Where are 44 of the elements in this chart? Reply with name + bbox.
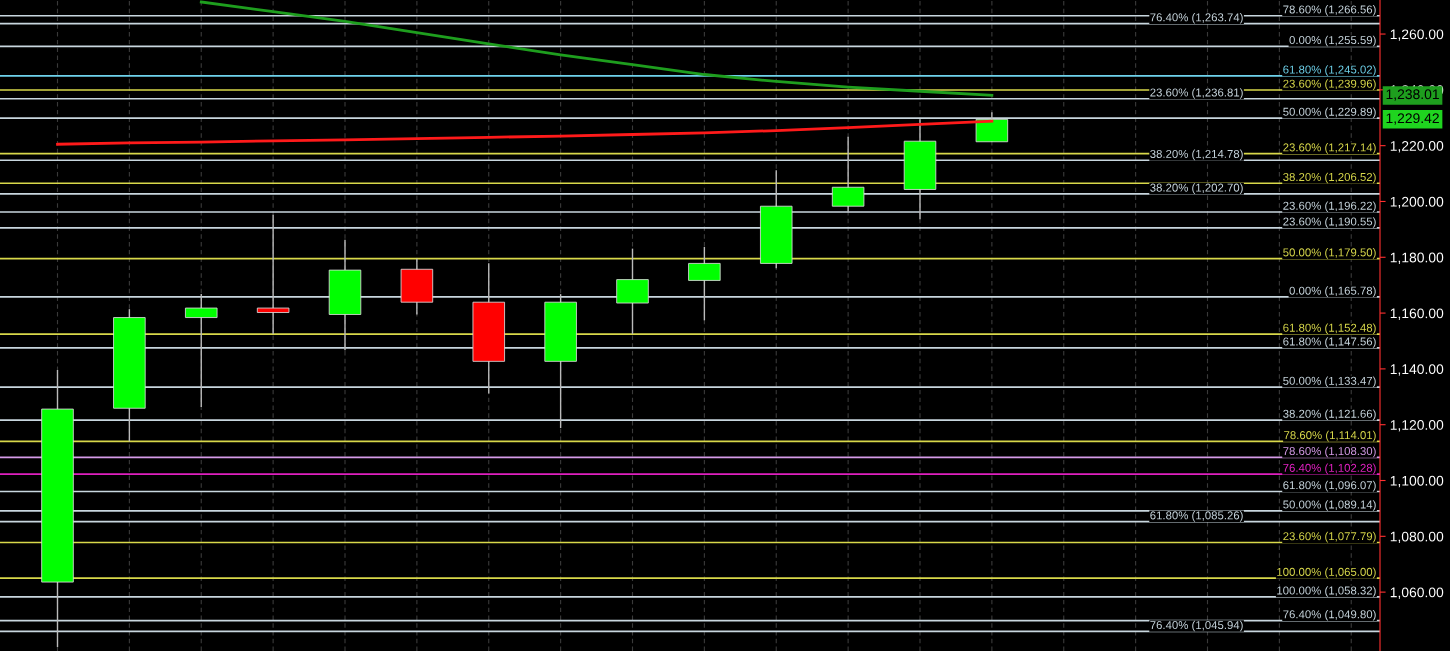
- ref-line-label: 78.60% (1,108.30): [1283, 446, 1376, 458]
- y-tick-label: 1,180.00: [1390, 252, 1444, 265]
- y-tick-label: 1,120.00: [1390, 420, 1444, 432]
- ref-line-label: 23.60% (1,190.55): [1283, 217, 1376, 228]
- ref-line-label: 50.00% (1,089.14): [1283, 500, 1376, 511]
- y-tick-label: 1,100.00: [1390, 475, 1444, 488]
- y-tick-label: 1,060.00: [1390, 587, 1444, 599]
- ref-line-label: 23.60% (1,196.22): [1283, 201, 1376, 213]
- candlestick: [256, 214, 290, 335]
- ref-line-label: 38.20% (1,206.52): [1283, 172, 1376, 184]
- ref-line-label: 76.40% (1,102.28): [1283, 463, 1376, 475]
- ref-line-label: 50.00% (1,133.47): [1283, 376, 1376, 388]
- line-series: [199, 0, 994, 97]
- ref-line-label: 76.40% (1,049.80): [1283, 609, 1376, 621]
- ref-line-label: 50.00% (1,179.50): [1283, 248, 1376, 259]
- ref-line-label: 38.20% (1,121.66): [1283, 409, 1376, 421]
- ref-line-label: 0.00% (1,255.59): [1289, 35, 1376, 47]
- ref-line-label: 23.60% (1,239.96): [1283, 79, 1376, 90]
- ref-line-label: 76.40% (1,045.94): [1150, 620, 1243, 632]
- ref-line-label: 23.60% (1,217.14): [1283, 143, 1376, 154]
- y-tick-label: 1,260.00: [1390, 29, 1444, 41]
- ref-line-label: 78.60% (1,266.56): [1283, 5, 1376, 16]
- y-tick-label: 1,200.00: [1390, 196, 1444, 209]
- ref-line-label: 76.40% (1,263.74): [1150, 12, 1243, 24]
- ref-line-label: 23.60% (1,077.79): [1283, 531, 1376, 543]
- ref-line-label: 100.00% (1,058.32): [1277, 586, 1376, 597]
- ref-line-label: 38.20% (1,214.78): [1150, 149, 1243, 161]
- ref-line-label: 61.80% (1,152.48): [1283, 323, 1376, 335]
- candlestick: [185, 293, 218, 408]
- y-tick-label: 1,080.00: [1390, 531, 1444, 544]
- text: 1,229.42: [1386, 113, 1439, 125]
- ref-line-label: 38.20% (1,202.70): [1150, 183, 1243, 194]
- y-tick-label: 1,220.00: [1390, 140, 1444, 153]
- ref-line-label: 61.80% (1,245.02): [1283, 65, 1376, 76]
- ref-line-label: 100.00% (1,065.00): [1277, 567, 1376, 579]
- y-tick-label: 1,140.00: [1390, 364, 1444, 376]
- ref-line-label: 61.80% (1,085.26): [1150, 511, 1243, 522]
- y-tick-label: 1,160.00: [1390, 308, 1444, 320]
- ref-line-label: 23.60% (1,236.81): [1150, 88, 1243, 99]
- ref-line-label: 78.60% (1,114.01): [1284, 430, 1376, 442]
- ref-line-label: 0.00% (1,165.78): [1289, 286, 1376, 297]
- ref-line-label: 61.80% (1,096.07): [1283, 480, 1376, 492]
- ref-line-label: 50.00% (1,229.89): [1283, 107, 1376, 119]
- ref-line-label: 61.80% (1,147.56): [1283, 337, 1376, 348]
